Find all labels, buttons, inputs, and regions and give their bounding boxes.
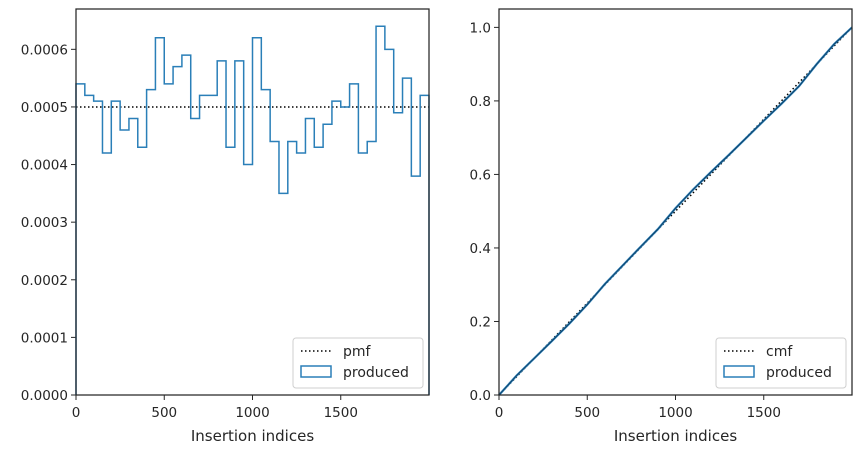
right-x-tick-label: 0 <box>495 405 504 421</box>
left-y-tick-label: 0.0005 <box>21 100 68 116</box>
left-x-axis-label: Insertion indices <box>191 427 314 445</box>
left-chart: 0 500 1000 1500 0.0000 0.0001 0.0002 0.0003 0.00… <box>21 8 430 445</box>
left-y-tick-label: 0.0006 <box>21 42 68 58</box>
left-chart-frame <box>75 8 430 396</box>
left-x-tick-label: 1000 <box>235 405 269 421</box>
right-y-tick-label: 0.6 <box>470 167 491 183</box>
legend-label-produced: produced <box>766 365 832 381</box>
right-x-tick-label: 500 <box>574 405 600 421</box>
right-y-tick-label: 0.8 <box>470 94 491 110</box>
left-series-produced-step <box>75 25 430 395</box>
left-y-tick-label: 0.0001 <box>21 330 68 346</box>
legend-label-pmf: pmf <box>343 344 372 360</box>
left-x-tick-label: 500 <box>151 405 177 421</box>
left-y-tick-label: 0.0000 <box>21 388 68 404</box>
left-legend: pmf produced <box>292 337 424 389</box>
left-y-tick-label: 0.0003 <box>21 215 68 231</box>
right-x-axis-label: Insertion indices <box>614 427 737 445</box>
left-x-tick-label: 1500 <box>324 405 358 421</box>
legend-swatch-produced <box>300 365 332 378</box>
left-y-tick-label: 0.0004 <box>21 158 68 174</box>
right-chart: 0 500 1000 1500 0.0 0.2 0.4 0.6 0.8 1.0 cmf produ… <box>470 8 853 445</box>
legend-swatch-produced <box>723 365 755 378</box>
right-y-tick-label: 0.4 <box>470 241 491 257</box>
right-y-tick-label: 1.0 <box>470 20 491 36</box>
right-y-tick-label: 0.0 <box>470 388 491 404</box>
legend-label-cmf: cmf <box>766 344 793 360</box>
legend-label-produced: produced <box>343 365 409 381</box>
right-legend: cmf produced <box>715 337 847 389</box>
left-y-tick-label: 0.0002 <box>21 273 68 289</box>
right-x-tick-label: 1500 <box>747 405 781 421</box>
right-series-produced-edge <box>498 27 853 396</box>
right-y-tick-label: 0.2 <box>470 314 491 330</box>
right-chart-frame <box>498 8 853 396</box>
right-x-tick-label: 1000 <box>658 405 692 421</box>
left-x-tick-label: 0 <box>72 405 81 421</box>
